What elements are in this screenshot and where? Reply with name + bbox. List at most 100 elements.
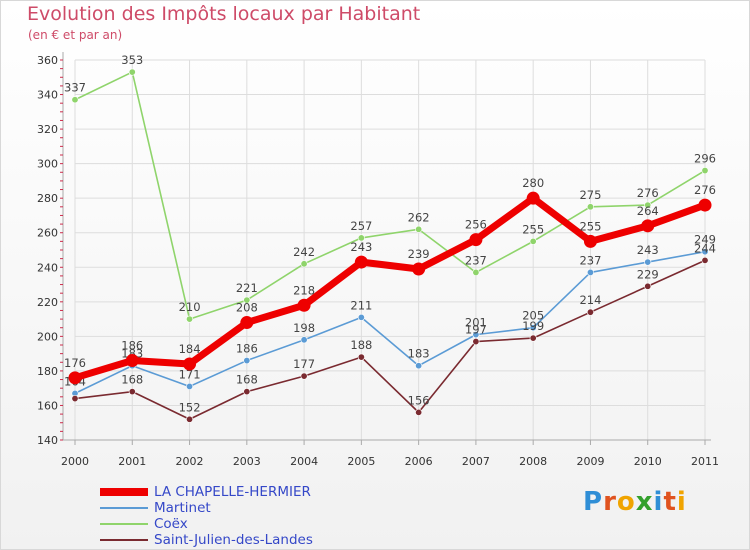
legend-label-la-chapelle-hermier: LA CHAPELLE-HERMIER [154, 484, 311, 500]
y-tick-label-220: 220 [37, 296, 58, 309]
data-label-martinet: 243 [637, 243, 659, 257]
data-point-saint-julien-des-landes [472, 338, 480, 346]
data-label-saint-julien-des-landes: 214 [579, 293, 601, 307]
y-tick-label-360: 360 [37, 54, 58, 67]
series-line-martinet [74, 250, 706, 395]
x-tick-label-2003: 2003 [233, 455, 261, 468]
chart-title: Evolution des Impôts locaux par Habitant [27, 3, 421, 25]
data-label-martinet: 201 [465, 316, 487, 330]
data-point-martinet [701, 248, 709, 256]
data-point-martinet [243, 357, 251, 365]
y-tick-label-200: 200 [37, 330, 58, 343]
logo-letter: r [603, 487, 617, 517]
data-point-la-chapelle-hermier [469, 233, 483, 247]
y-tick-label-240: 240 [37, 261, 58, 274]
legend-item-saint-julien-des-landes: Saint-Julien-des-Landes [100, 532, 313, 548]
y-tick-label-340: 340 [37, 89, 58, 102]
data-label-co-x: 255 [522, 222, 544, 236]
data-point-la-chapelle-hermier [698, 198, 712, 212]
x-tick-label-2008: 2008 [519, 455, 547, 468]
legend-swatch-martinet [100, 507, 148, 509]
data-label-saint-julien-des-landes: 156 [408, 393, 430, 407]
legend: LA CHAPELLE-HERMIER Martinet Coëx Saint-Jul… [100, 484, 313, 548]
series-line-la-chapelle-hermier [71, 194, 709, 382]
data-label-la-chapelle-hermier: 218 [293, 283, 315, 297]
data-label-la-chapelle-hermier: 186 [121, 339, 143, 353]
data-label-la-chapelle-hermier: 243 [350, 240, 372, 254]
data-point-martinet [300, 336, 308, 344]
legend-label-saint-julien-des-landes: Saint-Julien-des-Landes [154, 532, 313, 548]
x-tick-label-2006: 2006 [405, 455, 433, 468]
chart-subtitle: (en € et par an) [28, 28, 123, 42]
data-label-la-chapelle-hermier: 239 [408, 247, 430, 261]
logo-letter: i [676, 487, 687, 517]
data-point-co-x [300, 260, 308, 268]
data-point-co-x [644, 201, 652, 209]
data-point-la-chapelle-hermier [68, 371, 82, 385]
legend-item-co-x: Coëx [100, 516, 313, 532]
x-tick-label-2000: 2000 [61, 455, 89, 468]
data-label-la-chapelle-hermier: 280 [522, 176, 544, 190]
data-label-saint-julien-des-landes: 229 [637, 267, 659, 281]
legend-label-martinet: Martinet [154, 500, 211, 516]
data-label-martinet: 171 [179, 367, 201, 381]
legend-item-la-chapelle-hermier: LA CHAPELLE-HERMIER [100, 484, 313, 500]
data-point-martinet [415, 362, 423, 370]
logo-letter: x [635, 487, 654, 517]
data-point-la-chapelle-hermier [183, 357, 197, 371]
data-label-la-chapelle-hermier: 184 [179, 342, 201, 356]
x-tick-label-2001: 2001 [118, 455, 146, 468]
logo-letter: t [663, 487, 677, 517]
legend-swatch-la-chapelle-hermier [100, 488, 148, 496]
y-tick-label-140: 140 [37, 434, 58, 447]
data-point-la-chapelle-hermier [526, 191, 540, 205]
data-point-co-x [586, 203, 594, 211]
data-label-co-x: 257 [350, 219, 372, 233]
logo-letter: i [653, 487, 664, 517]
data-label-martinet: 249 [694, 233, 716, 247]
data-point-co-x [701, 167, 709, 175]
series-line-saint-julien-des-landes [74, 259, 706, 421]
data-point-la-chapelle-hermier [412, 262, 426, 276]
data-point-saint-julien-des-landes [529, 334, 537, 342]
data-label-la-chapelle-hermier: 208 [236, 301, 258, 315]
legend-item-martinet: Martinet [100, 500, 313, 516]
legend-label-co-x: Coëx [154, 516, 188, 532]
data-point-martinet [586, 268, 594, 276]
data-label-martinet: 205 [522, 309, 544, 323]
data-label-saint-julien-des-landes: 177 [293, 357, 315, 371]
data-label-co-x: 242 [293, 245, 315, 259]
data-point-la-chapelle-hermier [125, 354, 139, 368]
data-label-co-x: 296 [694, 152, 716, 166]
data-point-co-x [186, 315, 194, 323]
proxiti-logo: Proxiti [583, 487, 687, 517]
data-label-co-x: 353 [121, 53, 143, 67]
data-point-co-x [128, 68, 136, 76]
data-point-martinet [529, 324, 537, 332]
data-label-martinet: 186 [236, 342, 258, 356]
data-point-la-chapelle-hermier [583, 234, 597, 248]
series-line-co-x [74, 71, 706, 320]
data-label-co-x: 237 [465, 253, 487, 267]
x-tick-label-2009: 2009 [576, 455, 604, 468]
data-point-la-chapelle-hermier [641, 219, 655, 233]
logo-letter: o [616, 487, 636, 517]
data-label-la-chapelle-hermier: 264 [637, 204, 659, 218]
data-point-saint-julien-des-landes [701, 256, 709, 264]
data-point-la-chapelle-hermier [240, 316, 254, 330]
x-tick-label-2004: 2004 [290, 455, 318, 468]
data-label-saint-julien-des-landes: 152 [179, 400, 201, 414]
data-point-saint-julien-des-landes [300, 372, 308, 380]
data-point-la-chapelle-hermier [354, 255, 368, 269]
data-label-saint-julien-des-landes: 188 [350, 338, 372, 352]
data-label-martinet: 237 [579, 253, 601, 267]
x-tick-label-2005: 2005 [347, 455, 375, 468]
legend-swatch-co-x [100, 523, 148, 525]
data-point-saint-julien-des-landes [644, 282, 652, 290]
data-point-martinet [357, 313, 365, 321]
data-label-martinet: 211 [350, 298, 372, 312]
data-label-saint-julien-des-landes: 244 [694, 241, 716, 255]
y-tick-label-300: 300 [37, 158, 58, 171]
data-label-martinet: 198 [293, 321, 315, 335]
